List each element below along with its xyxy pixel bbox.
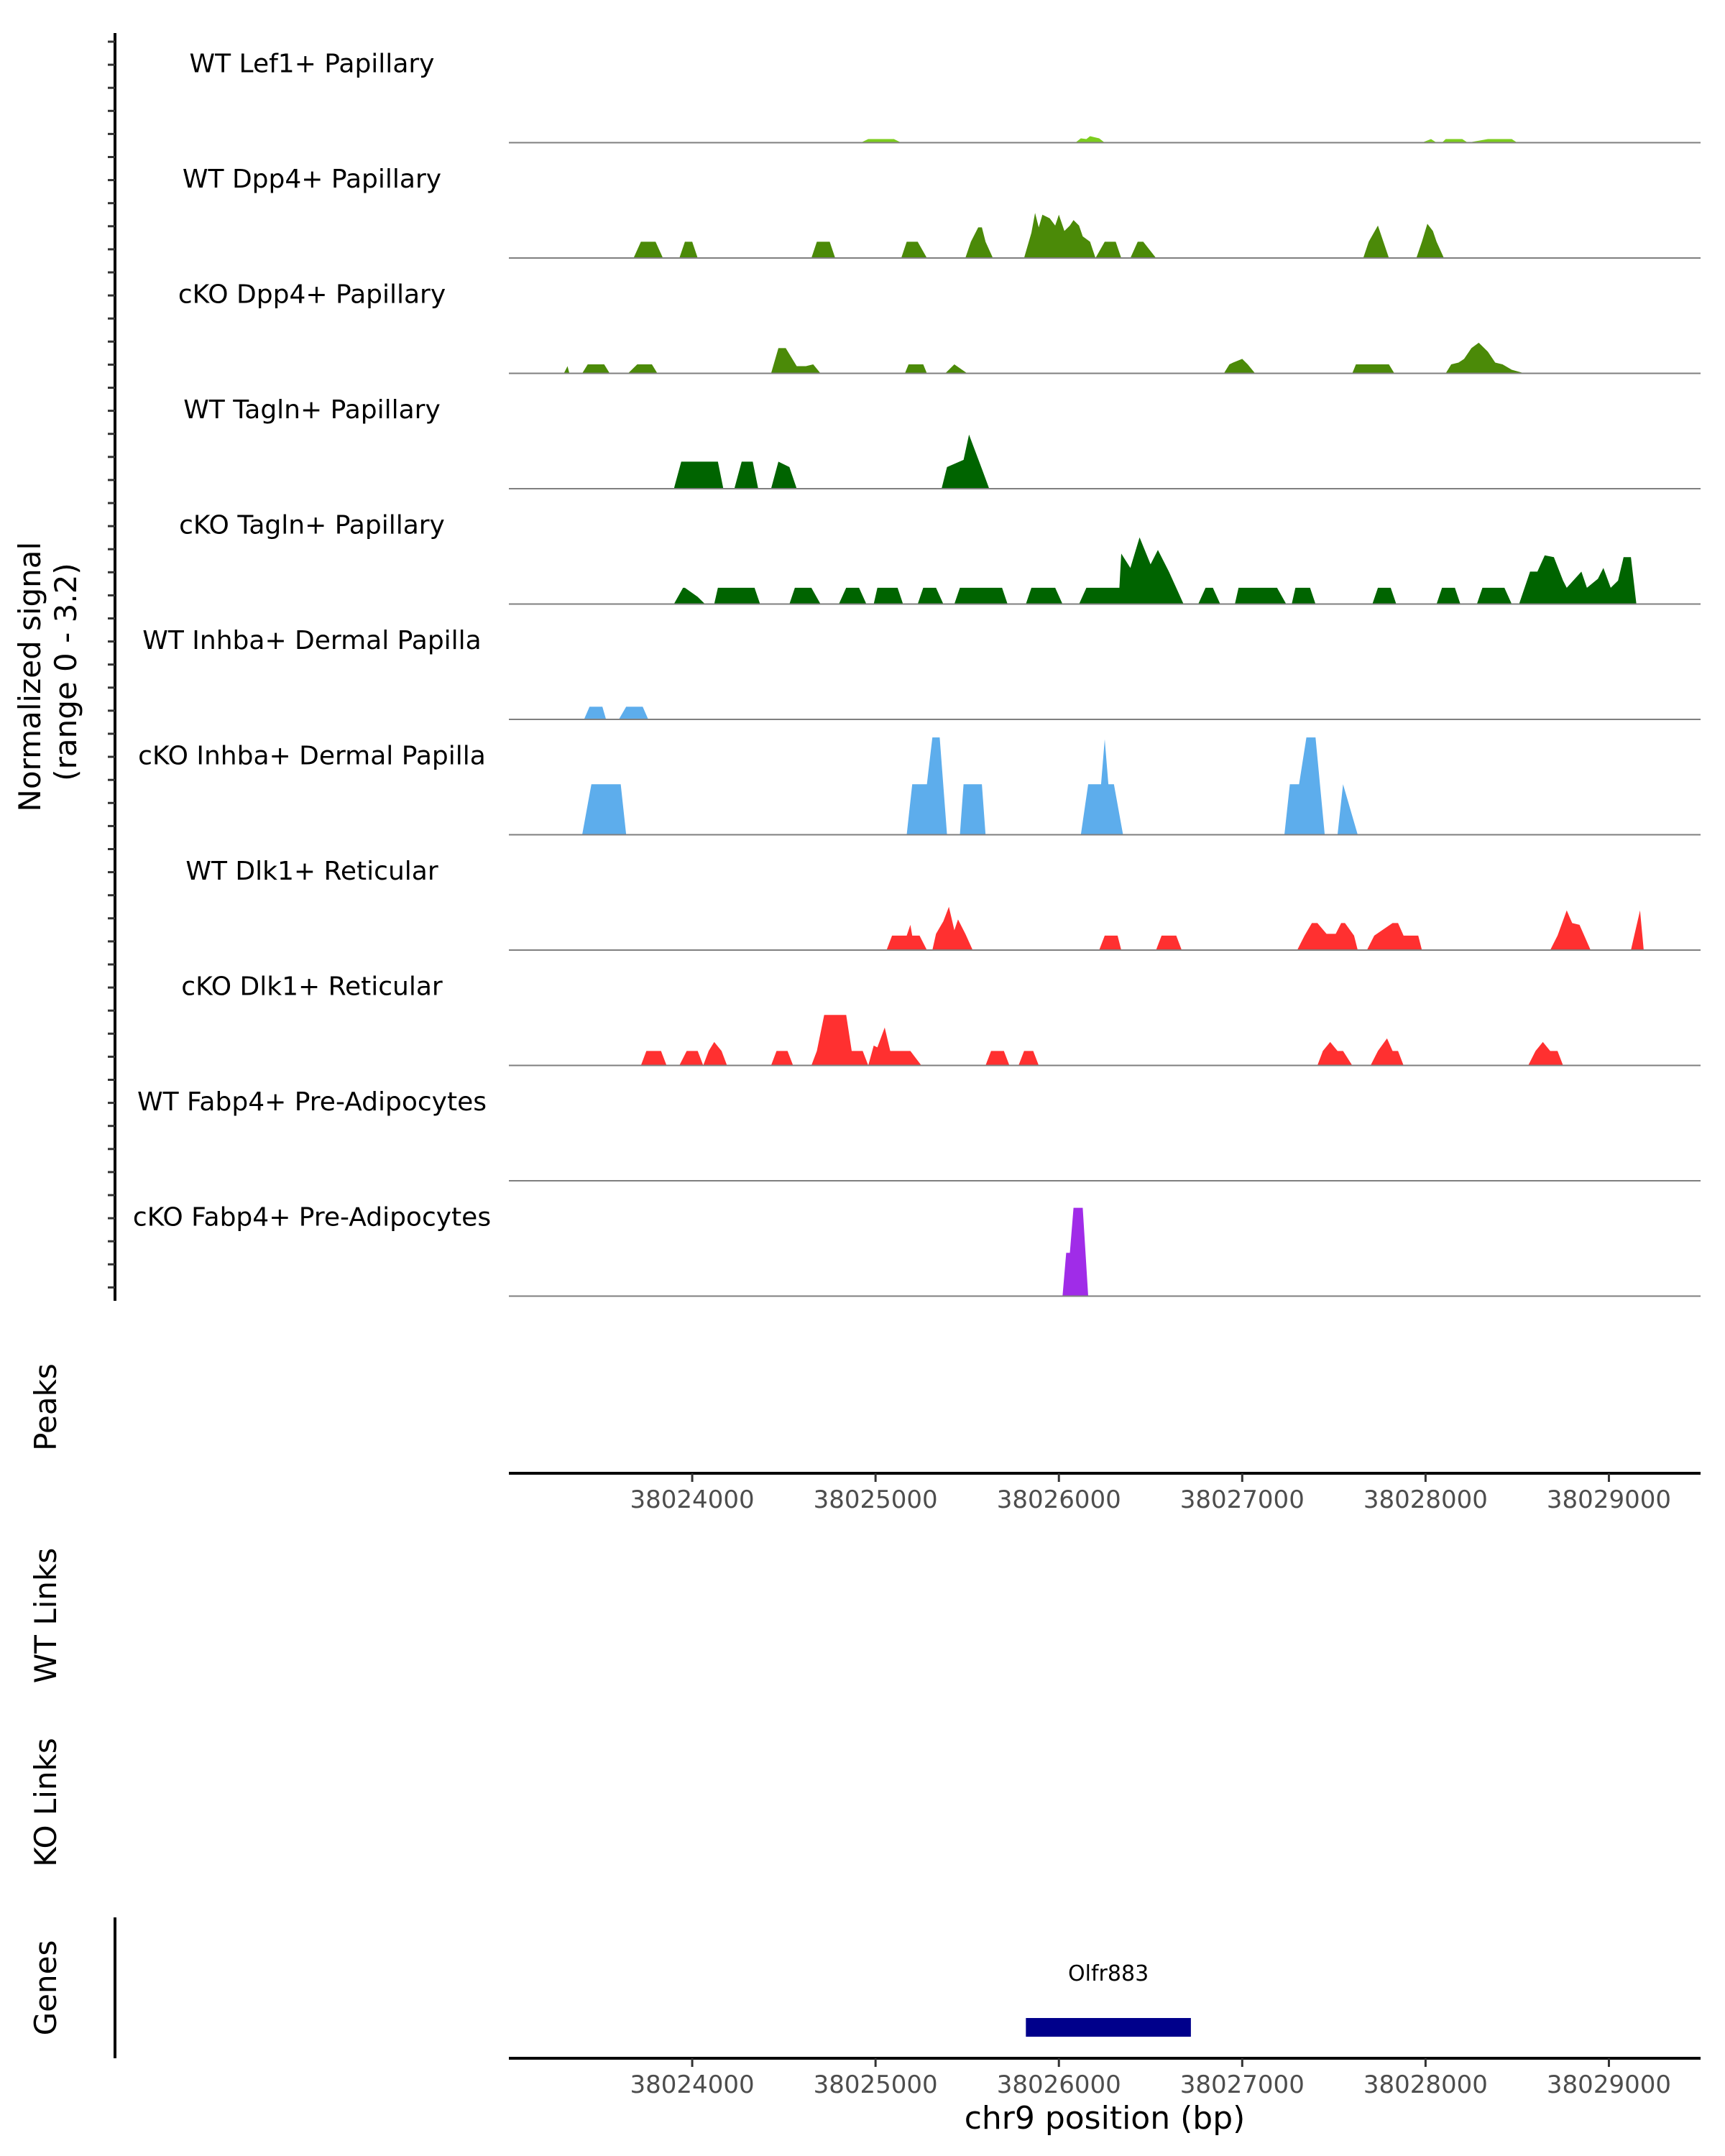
gene-model: Olfr883 (1026, 1961, 1191, 2037)
coverage-track-label: WT Fabp4+ Pre-Adipocytes (137, 1087, 487, 1117)
coverage-track-label: cKO Dpp4+ Papillary (178, 280, 446, 309)
coverage-y-axis-ticks (108, 40, 115, 1289)
ko-links-panel: KO Links (28, 1738, 63, 1867)
coverage-signal-area (886, 906, 1644, 950)
coverage-ylabel-line-2: (range 0 - 3.2) (48, 563, 83, 781)
wt-links-panel: WT Links (28, 1548, 63, 1683)
coverage-track: cKO Dlk1+ Reticular (181, 972, 1701, 1067)
peaks-label: Peaks (28, 1363, 63, 1451)
gene-body (1026, 2018, 1191, 2037)
coverage-track: WT Fabp4+ Pre-Adipocytes (137, 1087, 1701, 1181)
coverage-track-label: WT Dpp4+ Papillary (183, 165, 441, 194)
coverage-track: WT Inhba+ Dermal Papilla (142, 626, 1701, 720)
peaks-x-axis-ticks: 38024000 38025000 38026000 38027000 38028000… (630, 1473, 1671, 1514)
coverage-signal-area (666, 537, 1637, 604)
x-axis-tick-label: 38026000 (997, 2070, 1121, 2099)
coverage-track: WT Lef1+ Papillary (190, 49, 1701, 144)
coverage-track-label: cKO Tagln+ Papillary (179, 510, 445, 540)
x-axis-tick-label: 38024000 (630, 1485, 755, 1514)
coverage-track-label: WT Lef1+ Papillary (190, 49, 435, 78)
coverage-track-label: WT Dlk1+ Reticular (185, 857, 438, 886)
peaks-panel: Peaks 38024000 38025000 38026000 38027000 38… (28, 1363, 1701, 1514)
genes-label: Genes (28, 1940, 63, 2036)
coverage-ylabel-line-1: Normalized signal (12, 542, 47, 812)
coverage-signal-area (584, 706, 648, 719)
x-axis-tick-label: 38025000 (814, 2070, 938, 2099)
x-axis-title: chr9 position (bp) (965, 2100, 1246, 2137)
coverage-track: cKO Fabp4+ Pre-Adipocytes (133, 1202, 1701, 1297)
coverage-track-label: cKO Fabp4+ Pre-Adipocytes (133, 1202, 491, 1232)
coverage-signal-area (633, 213, 1444, 258)
coverage-track: cKO Inhba+ Dermal Papilla (138, 737, 1701, 836)
coverage-track-label: cKO Inhba+ Dermal Papilla (138, 741, 486, 770)
coverage-track-label: WT Inhba+ Dermal Papilla (142, 626, 481, 655)
wt-links-label: WT Links (28, 1548, 63, 1683)
genes-panel: Genes Olfr883 38024000 38025000 38026000 38… (28, 1917, 1701, 2137)
coverage-signal-area (582, 737, 1358, 835)
x-axis-tick-label: 38027000 (1180, 1485, 1305, 1514)
x-axis-tick-label: 38024000 (630, 2070, 755, 2099)
gene-strand-arrow (1027, 2019, 1037, 2036)
x-axis-tick-label: 38029000 (1547, 1485, 1671, 1514)
coverage-track: cKO Tagln+ Papillary (179, 510, 1701, 605)
coverage-track: cKO Dpp4+ Papillary (178, 280, 1701, 374)
coverage-track: WT Tagln+ Papillary (183, 395, 1701, 489)
coverage-tracks: WT Lef1+ Papillary WT Dpp4+ Papillary cKO … (133, 49, 1701, 1297)
ko-links-label: KO Links (28, 1738, 63, 1867)
coverage-track-label: WT Tagln+ Papillary (183, 395, 441, 425)
coverage-signal-area (640, 1015, 1563, 1066)
gene-name-label: Olfr883 (1068, 1961, 1149, 1986)
coverage-panel: Normalized signal (range 0 - 3.2) WT Lef… (12, 33, 1701, 1301)
coverage-signal-area (1062, 1207, 1088, 1296)
x-axis-tick-label: 38028000 (1363, 2070, 1488, 2099)
x-axis-tick-label: 38029000 (1547, 2070, 1671, 2099)
x-axis-tick-label: 38025000 (814, 1485, 938, 1514)
genes-x-axis-ticks: 38024000 38025000 38026000 38027000 38028000… (630, 2058, 1671, 2099)
coverage-signal-area (673, 434, 990, 489)
coverage-track-label: cKO Dlk1+ Reticular (181, 972, 443, 1001)
x-axis-tick-label: 38027000 (1180, 2070, 1305, 2099)
coverage-track: WT Dpp4+ Papillary (183, 165, 1701, 259)
x-axis-tick-label: 38026000 (997, 1485, 1121, 1514)
gene-models: Olfr883 (1026, 1961, 1191, 2037)
coverage-track: WT Dlk1+ Reticular (185, 857, 1701, 951)
x-axis-tick-label: 38028000 (1363, 1485, 1488, 1514)
coverage-ylabel: Normalized signal (range 0 - 3.2) (12, 532, 83, 811)
